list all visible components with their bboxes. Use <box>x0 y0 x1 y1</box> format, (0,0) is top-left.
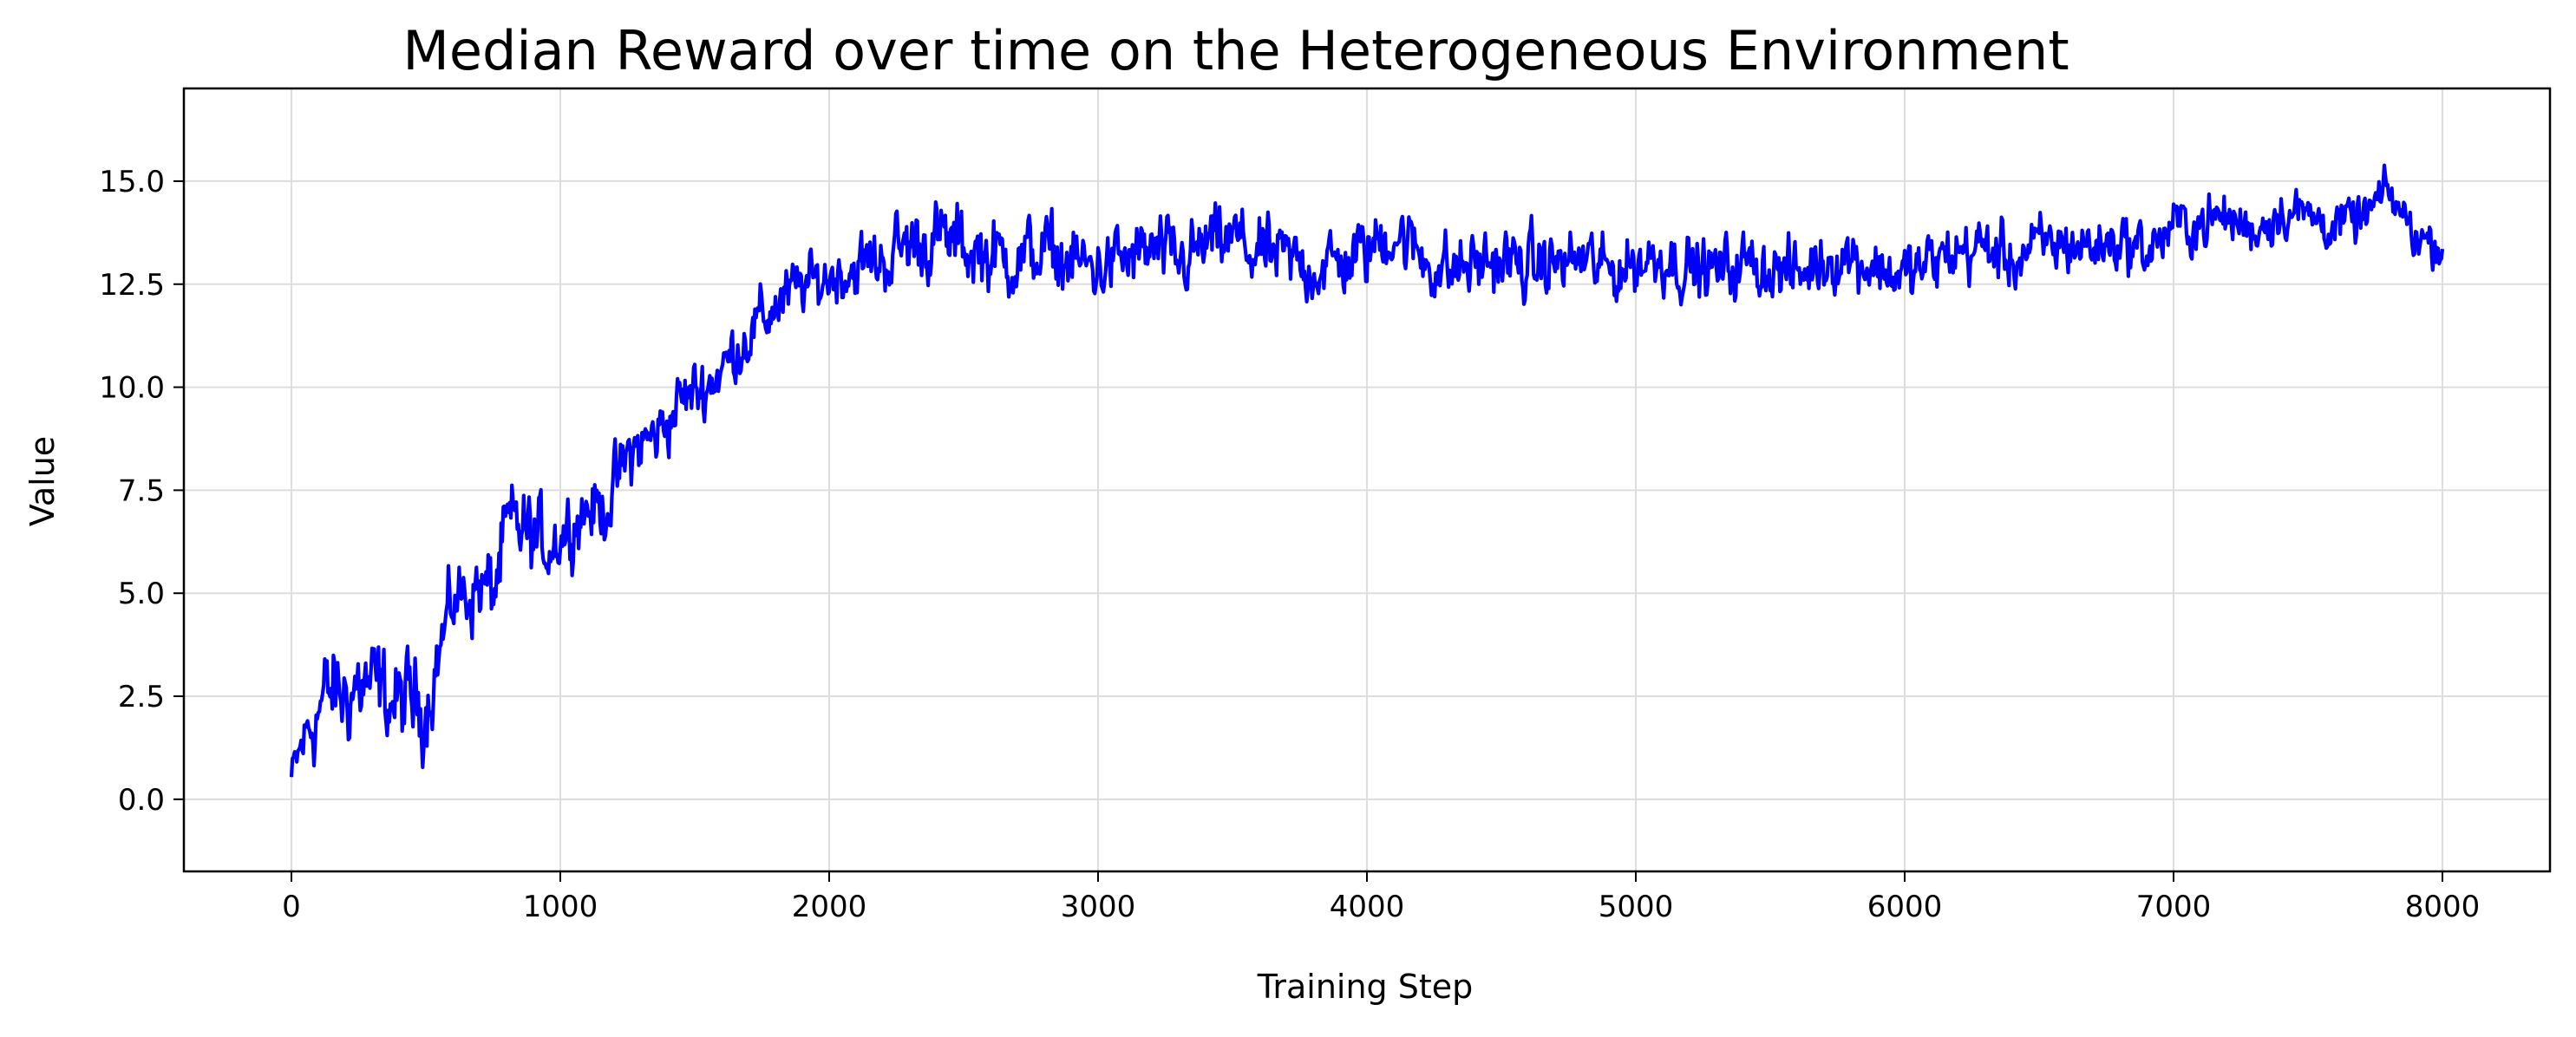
series-line <box>289 163 2445 778</box>
chart-title: Median Reward over time on the Heterogen… <box>402 19 2069 82</box>
x-tick-label: 2000 <box>792 890 867 924</box>
grid-lines <box>184 88 2550 871</box>
y-axis-label: Value <box>23 436 62 526</box>
y-tick-label: 12.5 <box>99 268 165 303</box>
y-tick-label: 10.0 <box>99 371 165 406</box>
series-layer <box>289 163 2445 778</box>
y-tick-label: 0.0 <box>118 783 165 818</box>
x-tick-label: 3000 <box>1061 890 1136 924</box>
x-axis: 0 1000 2000 3000 4000 5000 6000 7000 8000 <box>282 871 2480 924</box>
x-tick-label: 0 <box>282 890 301 924</box>
x-tick-label: 6000 <box>1867 890 1943 924</box>
y-axis: 0.0 2.5 5.0 7.5 10.0 12.5 15.0 <box>99 165 184 818</box>
x-tick-label: 5000 <box>1599 890 1674 924</box>
x-axis-label: Training Step <box>1257 968 1474 1006</box>
x-tick-label: 7000 <box>2136 890 2212 924</box>
y-tick-label: 15.0 <box>99 165 165 199</box>
x-tick-label: 4000 <box>1330 890 1405 924</box>
y-tick-label: 7.5 <box>118 473 165 508</box>
x-tick-label: 8000 <box>2405 890 2481 924</box>
y-tick-label: 2.5 <box>118 680 165 714</box>
x-tick-label: 1000 <box>523 890 598 924</box>
y-tick-label: 5.0 <box>118 577 165 611</box>
